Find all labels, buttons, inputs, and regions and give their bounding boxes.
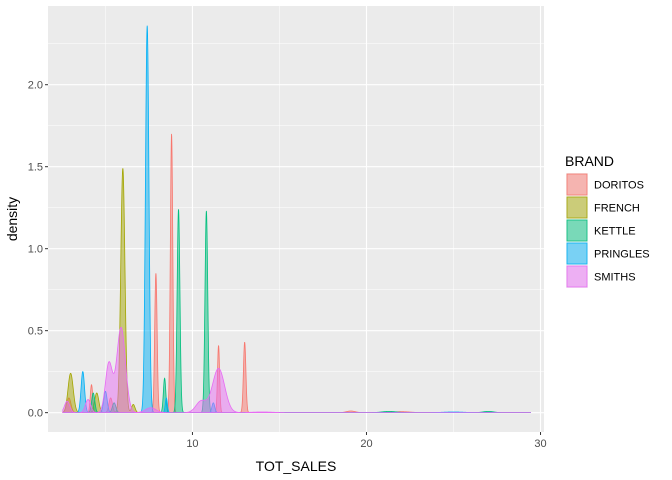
legend-label-smiths: SMITHS	[594, 272, 636, 284]
legend-label-pringles: PRINGLES	[594, 249, 650, 261]
y-tick-label: 1.0	[28, 244, 43, 256]
legend-label-doritos: DORITOS	[594, 180, 644, 192]
x-axis: 10 20 30	[186, 432, 547, 450]
y-tick-label: 0.0	[28, 408, 43, 420]
legend: BRAND DORITOS FRENCH KETTLE PRINGLES SMITHS	[565, 153, 650, 288]
legend-key-french	[566, 196, 588, 219]
legend-title: BRAND	[565, 153, 614, 169]
x-tick-label: 20	[360, 438, 372, 450]
y-tick-label: 0.5	[28, 326, 43, 338]
density-area-smiths	[62, 326, 531, 414]
legend-key-kettle	[566, 219, 588, 242]
x-tick-label: 10	[186, 438, 198, 450]
panel-background	[48, 6, 544, 432]
minor-gridlines	[48, 6, 544, 432]
legend-key-pringles	[566, 242, 588, 265]
y-axis-title: density	[4, 197, 20, 241]
y-axis: 0.0 0.5 1.0 1.5 2.0	[28, 80, 48, 420]
x-axis-title: TOT_SALES	[256, 458, 337, 474]
x-tick-label: 30	[534, 438, 546, 450]
density-series	[62, 25, 531, 414]
legend-label-french: FRENCH	[594, 203, 640, 215]
legend-key-smiths	[566, 265, 588, 288]
legend-label-kettle: KETTLE	[594, 226, 636, 238]
legend-key-doritos	[566, 173, 588, 196]
y-tick-label: 1.5	[28, 162, 43, 174]
y-tick-label: 2.0	[28, 80, 43, 92]
